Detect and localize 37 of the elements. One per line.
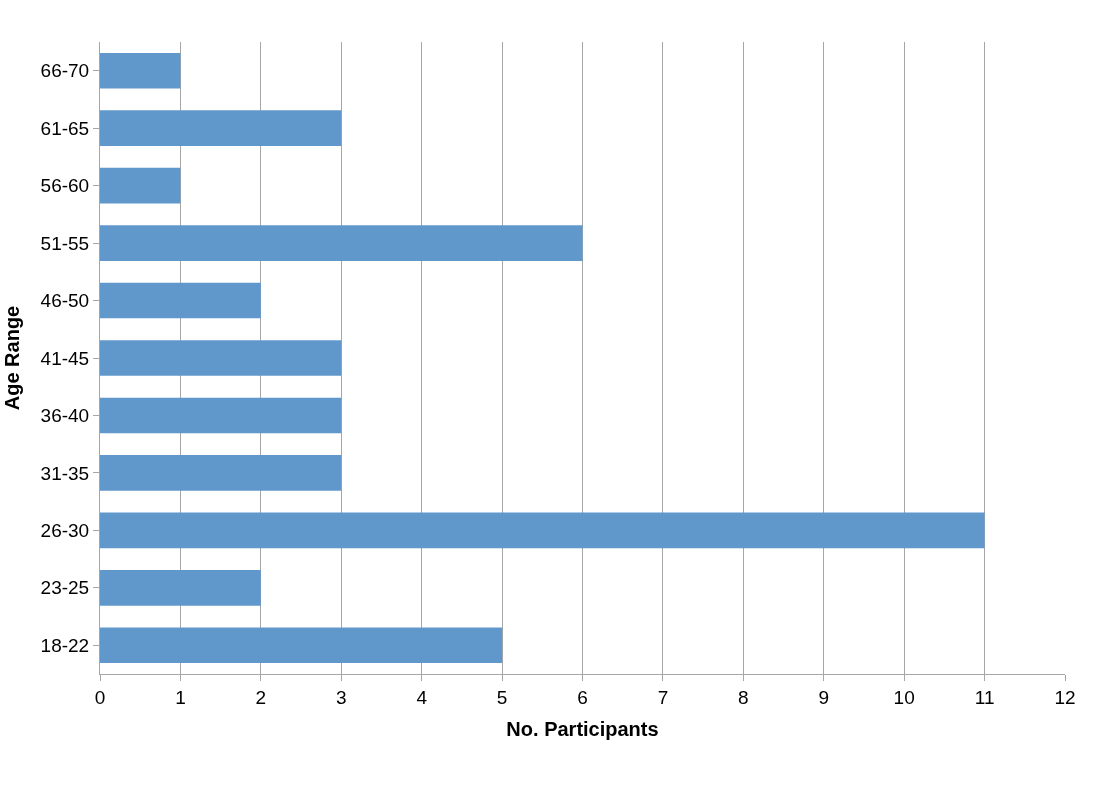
bar (100, 397, 342, 434)
x-tick-label: 5 (496, 686, 508, 708)
x-tick-label: 3 (335, 686, 347, 708)
y-tick-label: 18-22 (40, 634, 90, 656)
bar (100, 512, 985, 549)
y-axis-title: Age Range (1, 305, 24, 411)
y-tick-label: 36-40 (40, 405, 90, 427)
y-tick-label: 46-50 (40, 290, 90, 312)
x-axis-title: No. Participants (506, 718, 659, 741)
x-tick-label: 11 (974, 686, 995, 708)
y-tick-label: 66-70 (40, 60, 90, 82)
y-tick-label: 56-60 (40, 175, 90, 197)
bar (100, 52, 181, 89)
y-tick-label: 61-65 (40, 117, 90, 139)
x-tick-label: 6 (577, 686, 588, 708)
x-tick-label: 4 (416, 686, 428, 708)
y-tick-label: 51-55 (40, 232, 90, 254)
y-tick-label: 23-25 (40, 577, 90, 599)
x-tick-label: 2 (255, 686, 267, 708)
bar (100, 282, 261, 319)
x-tick-label: 0 (94, 686, 106, 708)
bar (100, 110, 342, 146)
y-tick-label: 41-45 (40, 347, 90, 369)
bar (100, 455, 342, 491)
bar (100, 167, 181, 204)
x-tick-label: 10 (893, 686, 915, 708)
y-tick-label: 31-35 (40, 462, 90, 484)
x-tick-label: 9 (818, 686, 830, 708)
x-tick-label: 7 (657, 686, 669, 708)
bar (100, 340, 342, 376)
bar (100, 225, 583, 261)
x-tick-label: 8 (738, 686, 749, 708)
y-tick-label: 26-30 (40, 520, 90, 542)
x-tick-label: 1 (175, 686, 186, 708)
bar (100, 627, 503, 664)
bar (100, 570, 261, 606)
x-tick-label: 12 (1054, 686, 1076, 708)
